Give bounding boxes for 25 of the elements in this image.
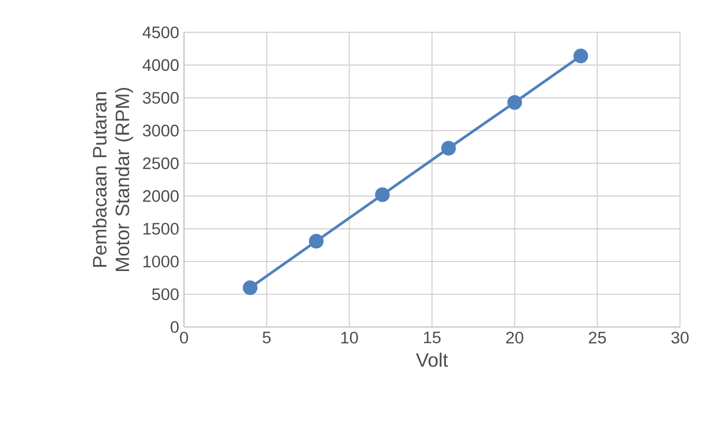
y-tick-label: 3000 (142, 124, 179, 136)
y-tick-label: 1000 (143, 256, 179, 268)
point (441, 140, 456, 156)
point (573, 48, 588, 64)
y-axis-title: Pembacaan Putaran Motor Standar (RPM) (92, 88, 134, 272)
x-axis-title: Volt (416, 352, 448, 367)
y-tick-label: 4500 (142, 26, 179, 38)
x-tick-label: 20 (506, 332, 524, 344)
x-tick-label: 30 (671, 332, 689, 344)
point (242, 280, 258, 296)
y-tick-label: 500 (152, 288, 179, 300)
y-tick-label: 2000 (143, 190, 179, 202)
y-tick-label: 1500 (143, 222, 179, 235)
x-tick-label: 25 (588, 332, 606, 344)
y-tick-label: 0 (170, 321, 179, 333)
x-tick-label: 10 (341, 332, 358, 344)
y-tick-label: 2500 (143, 157, 179, 170)
y-tick-label: 3500 (142, 92, 179, 104)
point (507, 95, 522, 110)
x-tick-label: 5 (262, 332, 271, 344)
x-tick-label: 15 (424, 332, 441, 344)
y-tick-label: 4000 (142, 59, 179, 71)
x-tick-label: 0 (180, 332, 188, 344)
point (308, 234, 324, 249)
point (375, 187, 390, 202)
